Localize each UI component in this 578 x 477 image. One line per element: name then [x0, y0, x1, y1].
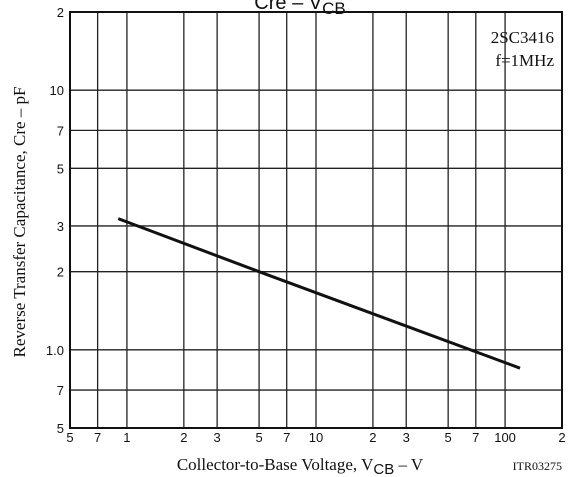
- x-tick-label: 10: [309, 430, 323, 445]
- x-tick-label: 5: [66, 430, 73, 445]
- x-tick-label: 7: [94, 430, 101, 445]
- x-label-text: Collector-to-Base Voltage, V: [177, 455, 374, 474]
- x-label-text: – V: [394, 455, 424, 474]
- annotation: f=1MHz: [495, 51, 554, 70]
- x-axis-label: Collector-to-Base Voltage, VCB – V: [177, 455, 424, 477]
- y-tick-label: 7: [57, 383, 64, 398]
- x-tick-label: 7: [472, 430, 479, 445]
- annotation: 2SC3416: [491, 28, 554, 47]
- x-tick-label: 1: [123, 430, 130, 445]
- y-tick-label: 5: [57, 161, 64, 176]
- y-tick-label: 3: [57, 219, 64, 234]
- data-line: [117, 217, 521, 370]
- x-tick-label: 5: [445, 430, 452, 445]
- x-tick-label: 5: [255, 430, 262, 445]
- y-tick-label: 5: [57, 421, 64, 436]
- title-text: Cre – V: [254, 0, 322, 14]
- annotation: ITR03275: [513, 459, 562, 473]
- x-tick-label: 3: [403, 430, 410, 445]
- x-tick-label: 2: [369, 430, 376, 445]
- x-tick-label: 100: [494, 430, 516, 445]
- x-label-sub: CB: [373, 461, 394, 477]
- y-tick-label: 2: [57, 5, 64, 20]
- title-sub: CB: [322, 0, 346, 18]
- x-tick-label: 2: [180, 430, 187, 445]
- y-tick-label: 7: [57, 123, 64, 138]
- plot-frame: [69, 11, 563, 429]
- x-tick-label: 3: [214, 430, 221, 445]
- y-tick-label: 2: [57, 265, 64, 280]
- x-tick-label: 2: [558, 430, 565, 445]
- y-tick-label: 10: [50, 83, 64, 98]
- x-tick-label: 7: [283, 430, 290, 445]
- y-axis-label: Reverse Transfer Capacitance, Cre – pF: [10, 87, 29, 358]
- y-tick-label: 1.0: [46, 343, 64, 358]
- chart-title: Cre – VCB: [254, 0, 345, 18]
